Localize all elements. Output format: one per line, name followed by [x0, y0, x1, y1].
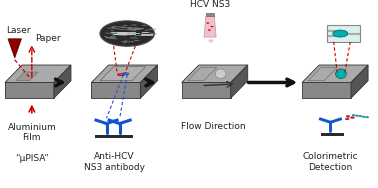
Bar: [206, 13, 214, 16]
Circle shape: [100, 21, 154, 46]
Circle shape: [351, 117, 354, 118]
Polygon shape: [204, 16, 216, 37]
Bar: [327, 25, 360, 42]
Text: Colorimetric
Detection: Colorimetric Detection: [303, 152, 358, 172]
Polygon shape: [54, 65, 71, 98]
Text: “μPISA”: “μPISA”: [15, 154, 49, 163]
Polygon shape: [16, 72, 38, 81]
Circle shape: [359, 115, 362, 117]
Circle shape: [345, 118, 349, 120]
Polygon shape: [182, 65, 248, 83]
Circle shape: [208, 29, 211, 31]
Circle shape: [352, 114, 355, 116]
Text: Aluminium
Film: Aluminium Film: [8, 123, 56, 142]
Bar: [95, 135, 133, 138]
Circle shape: [362, 116, 365, 118]
Polygon shape: [91, 65, 158, 83]
Text: Laser: Laser: [6, 26, 31, 35]
Polygon shape: [351, 65, 368, 98]
Polygon shape: [302, 65, 368, 83]
Polygon shape: [5, 65, 71, 83]
Ellipse shape: [215, 69, 226, 79]
Polygon shape: [5, 83, 54, 98]
Circle shape: [366, 117, 369, 118]
Ellipse shape: [209, 39, 213, 42]
Circle shape: [206, 22, 209, 24]
Text: HCV NS3: HCV NS3: [190, 0, 230, 9]
Circle shape: [211, 26, 214, 27]
Polygon shape: [302, 83, 351, 98]
Polygon shape: [182, 83, 231, 98]
Polygon shape: [140, 65, 158, 98]
Text: Paper: Paper: [36, 34, 61, 43]
Ellipse shape: [336, 69, 346, 79]
Bar: [321, 133, 344, 136]
Circle shape: [355, 115, 358, 116]
Text: Flow Direction: Flow Direction: [181, 122, 246, 131]
Polygon shape: [100, 67, 146, 81]
Text: Anti-HCV
NS3 antibody: Anti-HCV NS3 antibody: [84, 152, 144, 172]
Polygon shape: [8, 39, 22, 58]
Polygon shape: [308, 68, 337, 81]
Circle shape: [333, 30, 348, 37]
Polygon shape: [187, 68, 217, 81]
Polygon shape: [231, 65, 248, 98]
Polygon shape: [91, 83, 140, 98]
Circle shape: [346, 115, 350, 117]
